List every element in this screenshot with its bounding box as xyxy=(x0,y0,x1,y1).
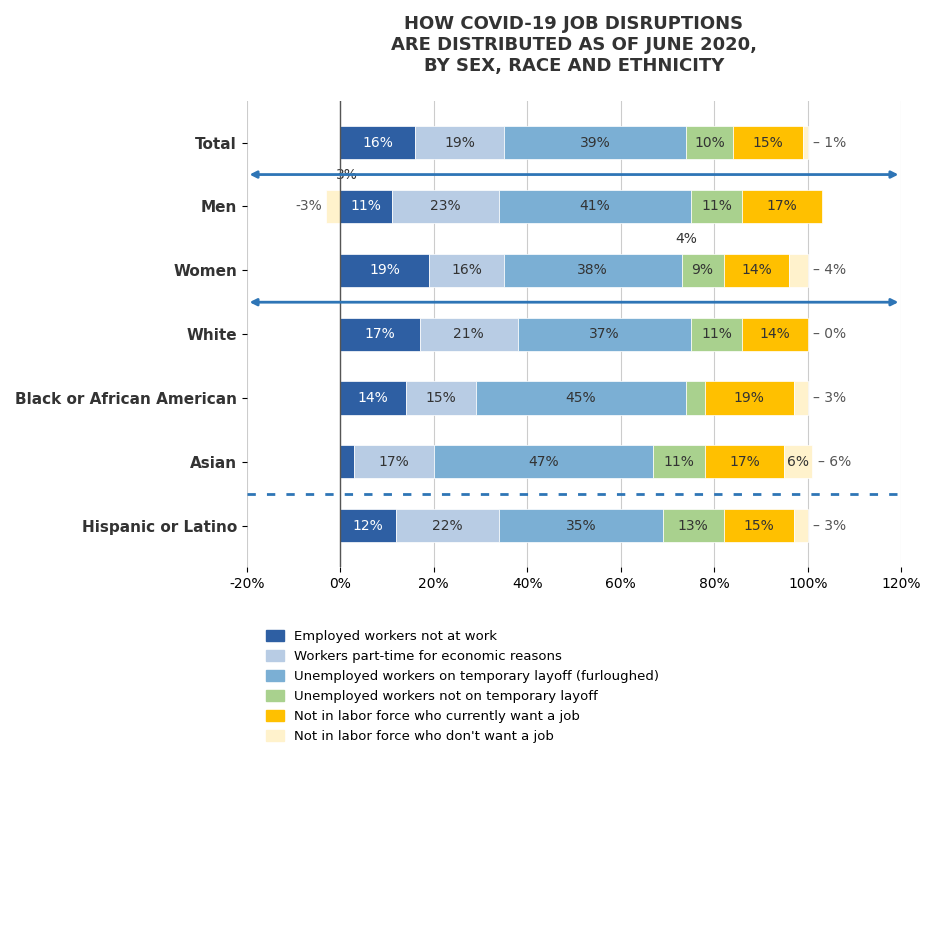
Text: -3%: -3% xyxy=(296,200,323,213)
Bar xyxy=(340,126,415,159)
Bar xyxy=(794,382,808,414)
Bar xyxy=(340,382,405,414)
Bar xyxy=(686,126,733,159)
Text: 14%: 14% xyxy=(760,327,790,341)
Bar xyxy=(724,509,794,543)
Title: HOW COVID-19 JOB DISRUPTIONS
ARE DISTRIBUTED AS OF JUNE 2020,
BY SEX, RACE AND E: HOW COVID-19 JOB DISRUPTIONS ARE DISTRIB… xyxy=(391,15,757,74)
Text: 10%: 10% xyxy=(695,135,725,149)
Bar xyxy=(691,318,742,350)
Bar xyxy=(419,318,518,350)
Text: 11%: 11% xyxy=(350,200,381,213)
Text: 9%: 9% xyxy=(692,264,713,277)
Text: 19%: 19% xyxy=(444,135,475,149)
Bar xyxy=(354,446,433,478)
Bar xyxy=(475,382,686,414)
Text: 23%: 23% xyxy=(431,200,461,213)
Text: 12%: 12% xyxy=(353,519,384,532)
Bar xyxy=(504,253,681,287)
Text: 14%: 14% xyxy=(358,391,388,405)
Text: – 1%: – 1% xyxy=(813,135,846,149)
Bar xyxy=(705,382,794,414)
Text: 4%: 4% xyxy=(675,232,697,246)
Text: 13%: 13% xyxy=(678,519,709,532)
Bar xyxy=(499,189,691,223)
Bar xyxy=(803,126,808,159)
Bar xyxy=(742,189,822,223)
Bar xyxy=(429,253,504,287)
Bar xyxy=(499,509,663,543)
Text: 17%: 17% xyxy=(767,200,797,213)
Text: 15%: 15% xyxy=(743,519,774,532)
Bar xyxy=(789,253,808,287)
Text: 16%: 16% xyxy=(451,264,482,277)
Bar xyxy=(340,446,354,478)
Bar xyxy=(327,189,340,223)
Bar xyxy=(784,446,812,478)
Text: 37%: 37% xyxy=(589,327,620,341)
Text: 11%: 11% xyxy=(664,455,695,468)
Bar xyxy=(396,509,499,543)
Text: 14%: 14% xyxy=(741,264,771,277)
Legend: Employed workers not at work, Workers part-time for economic reasons, Unemployed: Employed workers not at work, Workers pa… xyxy=(267,629,659,744)
Bar xyxy=(686,382,705,414)
Bar xyxy=(724,253,789,287)
Text: 39%: 39% xyxy=(579,135,610,149)
Text: 21%: 21% xyxy=(453,327,484,341)
Text: 17%: 17% xyxy=(379,455,409,468)
Text: 17%: 17% xyxy=(729,455,760,468)
Text: – 4%: – 4% xyxy=(813,264,846,277)
Bar xyxy=(681,253,724,287)
Bar xyxy=(340,318,419,350)
Bar xyxy=(691,189,742,223)
Bar xyxy=(663,509,724,543)
Text: 35%: 35% xyxy=(565,519,596,532)
Text: 16%: 16% xyxy=(362,135,393,149)
Text: 41%: 41% xyxy=(579,200,610,213)
Text: 22%: 22% xyxy=(432,519,463,532)
Bar xyxy=(504,126,686,159)
Bar xyxy=(415,126,504,159)
Bar xyxy=(518,318,691,350)
Bar xyxy=(733,126,803,159)
Text: 6%: 6% xyxy=(787,455,810,468)
Text: 3%: 3% xyxy=(336,169,358,182)
Bar xyxy=(742,318,808,350)
Bar xyxy=(705,446,784,478)
Bar xyxy=(653,446,705,478)
Bar xyxy=(794,509,808,543)
Bar xyxy=(340,189,391,223)
Text: 11%: 11% xyxy=(701,327,732,341)
Text: 19%: 19% xyxy=(369,264,400,277)
Bar xyxy=(391,189,499,223)
Text: 11%: 11% xyxy=(701,200,732,213)
Text: 15%: 15% xyxy=(425,391,456,405)
Text: – 0%: – 0% xyxy=(813,327,846,341)
Text: 47%: 47% xyxy=(528,455,559,468)
Text: – 3%: – 3% xyxy=(813,391,846,405)
Text: 15%: 15% xyxy=(753,135,783,149)
Text: – 3%: – 3% xyxy=(813,519,846,532)
Text: 17%: 17% xyxy=(365,327,395,341)
Bar xyxy=(340,509,396,543)
Text: – 6%: – 6% xyxy=(818,455,851,468)
Text: 38%: 38% xyxy=(578,264,608,277)
Bar xyxy=(340,253,429,287)
Bar xyxy=(405,382,475,414)
Text: 45%: 45% xyxy=(565,391,596,405)
Text: 19%: 19% xyxy=(734,391,765,405)
Bar xyxy=(433,446,653,478)
